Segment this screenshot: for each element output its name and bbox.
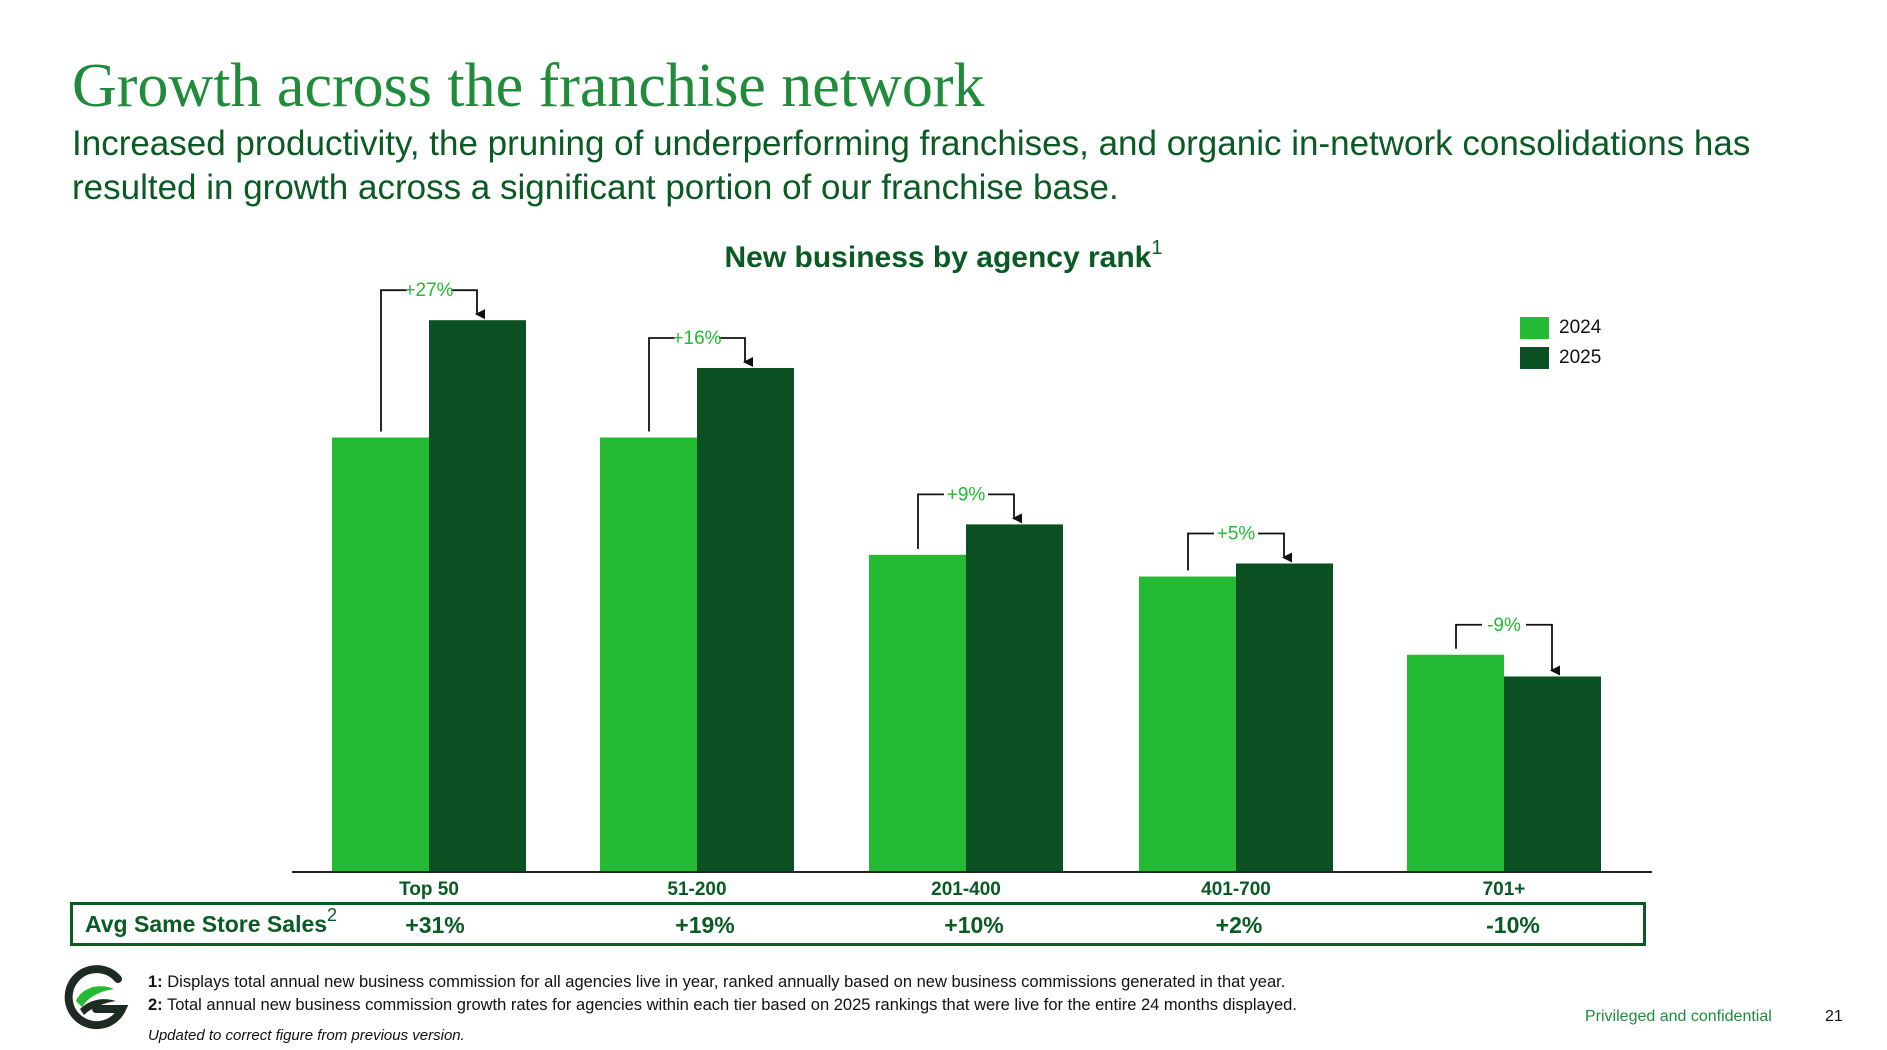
tick-label-201-400: 201-400	[931, 879, 1001, 900]
change-bracket-401-700	[1187, 532, 1284, 571]
footnotes: 1: Displays total annual new business co…	[148, 971, 1297, 1017]
sss-value-51-200: +19%	[675, 912, 735, 938]
tick-label-401-700: 401-700	[1201, 879, 1271, 900]
same-store-sales-row: Avg Same Store Sales2 +31% +19% +10% +2%…	[70, 902, 1646, 946]
bar-2024-51-200	[600, 437, 697, 872]
legend-item-2024: 2024	[1520, 313, 1601, 343]
chart-title: New business by agency rank1	[0, 237, 1887, 275]
sss-value-201-400: +10%	[944, 912, 1004, 938]
change-label-51-200: +16%	[672, 328, 721, 349]
footnote-1-text: Displays total annual new business commi…	[162, 973, 1286, 991]
company-logo-icon	[64, 965, 129, 1030]
footnote-2: 2: Total annual new business commission …	[148, 994, 1297, 1017]
footnote-1: 1: Displays total annual new business co…	[148, 971, 1297, 994]
bar-2025-701-plus	[1504, 676, 1601, 872]
bar-2025-51-200	[697, 367, 794, 872]
same-store-sales-label: Avg Same Store Sales2	[85, 905, 337, 938]
bar-chart: +27% +16% +9% +5% -9% Top 50 51-200 201-400 401…	[292, 280, 1652, 900]
bar-2024-top-50	[332, 437, 429, 872]
bar-2025-401-700	[1236, 563, 1333, 872]
change-bracket-701-plus	[1455, 623, 1552, 671]
confidential-label: Privileged and confidential	[1585, 1008, 1772, 1025]
legend-label-2024: 2024	[1559, 317, 1602, 338]
tick-label-top-50: Top 50	[399, 879, 459, 900]
chart-title-footnote: 1	[1151, 237, 1163, 259]
legend-label-2025: 2025	[1559, 347, 1602, 368]
legend-item-2025: 2025	[1520, 343, 1601, 373]
bar-2024-201-400	[869, 554, 966, 872]
change-label-top-50: +27%	[404, 280, 453, 301]
page-subtitle: Increased productivity, the pruning of u…	[72, 124, 1751, 207]
change-bracket-top-50	[380, 289, 477, 432]
chart-title-text: New business by agency rank	[724, 241, 1152, 274]
bar-2025-top-50	[429, 320, 526, 872]
bar-2024-701-plus	[1407, 654, 1504, 872]
sss-value-401-700: +2%	[1215, 912, 1263, 938]
footnote-1-marker: 1:	[148, 973, 163, 991]
same-store-sales-label-text: Avg Same Store Sales	[85, 911, 328, 937]
bar-2025-201-400	[966, 524, 1063, 872]
sss-value-701-plus: -10%	[1486, 912, 1540, 938]
legend-swatch-2024	[1520, 317, 1549, 339]
sss-value-top-50: +31%	[405, 912, 465, 938]
page-title: Growth across the franchise network	[72, 52, 985, 120]
change-label-401-700: +5%	[1217, 524, 1256, 545]
update-note: Updated to correct figure from previous …	[148, 1027, 465, 1044]
page-number: 21	[1825, 1008, 1843, 1025]
legend-swatch-2025	[1520, 347, 1549, 369]
change-bracket-201-400	[917, 493, 1014, 549]
change-label-701-plus: -9%	[1487, 615, 1521, 636]
footnote-2-marker: 2:	[148, 996, 163, 1014]
footnote-2-text: Total annual new business commission gro…	[162, 996, 1297, 1014]
change-bracket-51-200	[648, 337, 745, 432]
tick-label-701-plus: 701+	[1483, 879, 1526, 900]
bar-2024-401-700	[1139, 576, 1236, 872]
tick-label-51-200: 51-200	[667, 879, 726, 900]
same-store-sales-footnote: 2	[327, 905, 338, 925]
change-label-201-400: +9%	[947, 484, 986, 505]
chart-legend: 2024 2025	[1520, 313, 1601, 373]
